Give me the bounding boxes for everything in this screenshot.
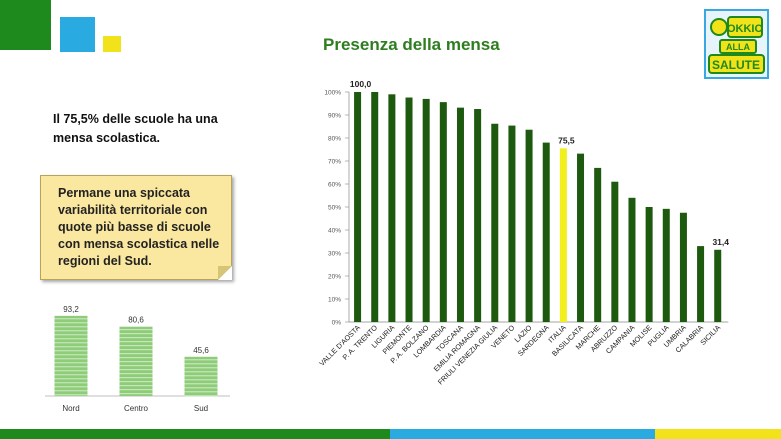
bar-emilia-romagna (474, 109, 482, 323)
y-tick-label: 60% (328, 182, 341, 189)
bar-valle-d-aosta (354, 92, 362, 322)
value-label: 93,2 (63, 305, 79, 314)
value-label: 45,6 (193, 346, 209, 355)
bar-puglia (662, 208, 670, 322)
decor-blue-block (60, 17, 95, 52)
category-label: Nord (62, 404, 79, 413)
y-tick-label: 80% (328, 136, 341, 143)
category-label: Sud (194, 404, 208, 413)
bar-sud (184, 356, 218, 396)
bottom-bar-yellow (655, 429, 781, 439)
logo-word-salute: SALUTE (712, 58, 760, 72)
bar-nord (54, 315, 88, 396)
bar-sicilia (714, 249, 722, 322)
bar-piemonte (405, 97, 413, 323)
bars (45, 315, 230, 397)
bar-lombardia (439, 102, 447, 323)
note-fold-corner (218, 266, 232, 280)
decor-green-block (0, 0, 51, 50)
bar-molise (645, 207, 653, 322)
category-labels: Nord Centro Sud (62, 404, 208, 413)
logo-word-alla: ALLA (726, 42, 750, 52)
y-tick-label: 50% (328, 205, 341, 212)
y-tick-label: 0% (332, 320, 342, 327)
bars (354, 92, 722, 323)
decor-yellow-block (103, 36, 121, 52)
bar-sardegna (542, 142, 550, 322)
bar-friuli-venezia-giulia (491, 123, 499, 323)
bar-campania (628, 197, 636, 322)
bar-marche (594, 167, 602, 322)
bar-umbria (679, 212, 687, 322)
y-tick-label: 10% (328, 297, 341, 304)
value-label: 80,6 (128, 316, 144, 325)
y-tick-label: 100% (324, 90, 341, 97)
bar-veneto (508, 125, 516, 322)
bar-p-a-bolzano (422, 98, 430, 323)
logo-graphic: OKKIO ALLA SALUTE (706, 11, 767, 77)
y-tick-label: 20% (328, 274, 341, 281)
y-tick-label: 70% (328, 159, 341, 166)
logo-word-okkio: OKKIO (727, 23, 764, 35)
bar-toscana (456, 107, 464, 322)
sticky-note: Permane una spiccata variabilità territo… (40, 175, 232, 280)
y-tick-label: 90% (328, 113, 341, 120)
y-tick-label: 30% (328, 251, 341, 258)
note-text: Permane una spiccata variabilità territo… (58, 186, 220, 268)
data-label: 75,5 (558, 135, 575, 145)
okkio-alla-salute-logo: OKKIO ALLA SALUTE (704, 9, 769, 79)
bar-calabria (697, 246, 705, 322)
bar-abruzzo (611, 181, 619, 322)
category-label: Centro (124, 404, 149, 413)
y-tick-label: 40% (328, 228, 341, 235)
data-label: 31,4 (712, 237, 729, 247)
bottom-bar-blue (390, 429, 655, 439)
bar-lazio (525, 129, 533, 322)
bottom-bar-green (0, 429, 390, 439)
bar-basilicata (577, 153, 585, 322)
page-title: Presenza della mensa (323, 35, 500, 54)
intro-text: Il 75,5% delle scuole ha una mensa scola… (53, 112, 218, 145)
bar-liguria (388, 94, 396, 322)
data-label: 100,0 (350, 79, 372, 89)
bar-italia (559, 148, 567, 322)
data-labels: 100,0 75,5 31,4 (350, 79, 729, 247)
value-labels: 93,2 80,6 45,6 (63, 305, 209, 355)
bottom-color-bar (0, 429, 781, 439)
bar-p-a-trento (371, 92, 379, 322)
